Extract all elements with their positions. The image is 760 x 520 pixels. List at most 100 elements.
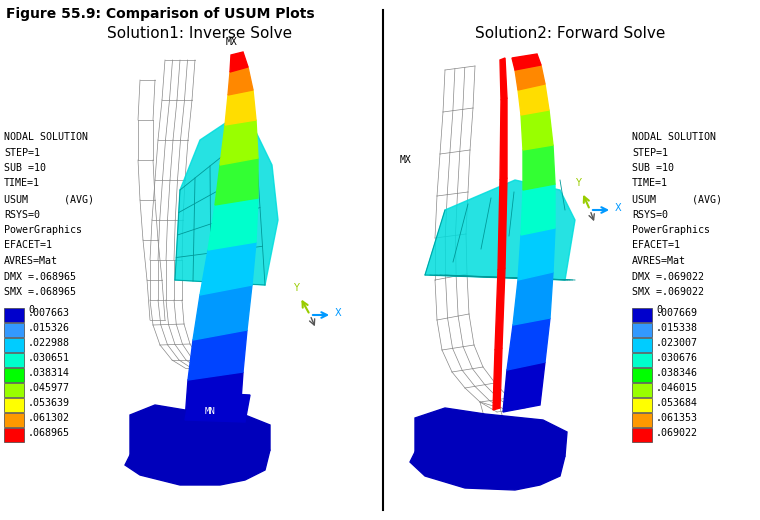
Polygon shape	[130, 405, 270, 462]
Text: .061302: .061302	[28, 413, 70, 423]
Text: 0: 0	[656, 305, 662, 315]
Text: DMX =.068965: DMX =.068965	[4, 271, 76, 281]
Bar	[4, 353, 24, 367]
Text: PowerGraphics: PowerGraphics	[632, 225, 710, 235]
Polygon shape	[185, 392, 250, 422]
Bar	[632, 428, 652, 442]
Text: .053639: .053639	[28, 398, 70, 408]
Polygon shape	[518, 84, 549, 115]
Text: SUB =10: SUB =10	[4, 163, 46, 173]
Text: STEP=1: STEP=1	[4, 148, 40, 158]
Text: STEP=1: STEP=1	[632, 148, 668, 158]
Text: MN: MN	[204, 408, 215, 417]
Text: RSYS=0: RSYS=0	[4, 210, 40, 219]
Text: NODAL SOLUTION: NODAL SOLUTION	[4, 132, 88, 142]
Polygon shape	[188, 330, 247, 380]
Polygon shape	[495, 268, 505, 350]
Text: Figure 55.9: Comparison of USUM Plots: Figure 55.9: Comparison of USUM Plots	[6, 7, 315, 21]
Polygon shape	[498, 178, 507, 270]
Text: .007663: .007663	[28, 308, 70, 318]
Text: .061353: .061353	[656, 413, 698, 423]
Polygon shape	[200, 242, 256, 295]
Text: SUB =10: SUB =10	[632, 163, 674, 173]
Bar	[632, 338, 652, 352]
Bar	[4, 308, 24, 322]
Polygon shape	[523, 145, 555, 190]
Polygon shape	[410, 452, 565, 490]
Polygon shape	[507, 318, 550, 370]
Polygon shape	[425, 180, 575, 280]
Text: .045977: .045977	[28, 383, 70, 393]
Bar	[4, 383, 24, 397]
Polygon shape	[518, 228, 555, 280]
Bar	[632, 398, 652, 412]
Text: AVRES=Mat: AVRES=Mat	[632, 256, 686, 266]
Polygon shape	[228, 67, 253, 95]
Text: Solution2: Forward Solve: Solution2: Forward Solve	[475, 26, 665, 41]
Text: TIME=1: TIME=1	[632, 178, 668, 188]
Bar	[4, 413, 24, 427]
Text: .022988: .022988	[28, 338, 70, 348]
Text: .007669: .007669	[656, 308, 698, 318]
Polygon shape	[193, 285, 252, 340]
Polygon shape	[500, 98, 507, 180]
Text: Y: Y	[293, 283, 299, 293]
Polygon shape	[513, 272, 553, 325]
Text: USUM      (AVG): USUM (AVG)	[632, 194, 722, 204]
Bar	[632, 413, 652, 427]
Text: SMX =.069022: SMX =.069022	[632, 287, 704, 297]
Text: .046015: .046015	[656, 383, 698, 393]
Text: RSYS=0: RSYS=0	[632, 210, 668, 219]
Polygon shape	[521, 184, 555, 235]
Polygon shape	[503, 362, 545, 412]
Polygon shape	[125, 450, 270, 485]
Polygon shape	[230, 52, 248, 72]
Text: MX: MX	[225, 37, 237, 47]
Text: Solution1: Inverse Solve: Solution1: Inverse Solve	[107, 26, 293, 41]
Text: SMX =.068965: SMX =.068965	[4, 287, 76, 297]
Text: EFACET=1: EFACET=1	[632, 240, 680, 251]
Text: MX: MX	[400, 155, 412, 165]
Text: .015338: .015338	[656, 323, 698, 333]
Bar	[632, 308, 652, 322]
Text: X: X	[615, 203, 622, 213]
Bar	[632, 383, 652, 397]
Bar	[632, 353, 652, 367]
Polygon shape	[512, 54, 541, 70]
Bar	[4, 368, 24, 382]
Text: Y: Y	[575, 178, 581, 188]
Bar	[4, 398, 24, 412]
Text: EFACET=1: EFACET=1	[4, 240, 52, 251]
Polygon shape	[225, 90, 256, 125]
Text: .015326: .015326	[28, 323, 70, 333]
Text: DMX =.069022: DMX =.069022	[632, 271, 704, 281]
Bar	[4, 428, 24, 442]
Text: .068965: .068965	[28, 428, 70, 438]
Text: .030651: .030651	[28, 353, 70, 363]
Text: .030676: .030676	[656, 353, 698, 363]
Polygon shape	[220, 120, 258, 165]
Text: PowerGraphics: PowerGraphics	[4, 225, 82, 235]
Text: .038346: .038346	[656, 368, 698, 378]
Bar	[4, 323, 24, 337]
Bar	[4, 338, 24, 352]
Polygon shape	[493, 348, 502, 410]
Polygon shape	[500, 58, 507, 100]
Polygon shape	[521, 110, 553, 150]
Polygon shape	[208, 198, 258, 250]
Text: .069022: .069022	[656, 428, 698, 438]
Text: .023007: .023007	[656, 338, 698, 348]
Text: TIME=1: TIME=1	[4, 178, 40, 188]
Text: X: X	[335, 308, 342, 318]
Text: AVRES=Mat: AVRES=Mat	[4, 256, 58, 266]
Text: .053684: .053684	[656, 398, 698, 408]
Text: .038314: .038314	[28, 368, 70, 378]
Polygon shape	[215, 158, 258, 205]
Polygon shape	[515, 65, 545, 90]
Polygon shape	[185, 372, 243, 420]
Text: 0: 0	[28, 305, 34, 315]
Text: USUM      (AVG): USUM (AVG)	[4, 194, 94, 204]
Text: NODAL SOLUTION: NODAL SOLUTION	[632, 132, 716, 142]
Bar	[632, 368, 652, 382]
Bar	[632, 323, 652, 337]
